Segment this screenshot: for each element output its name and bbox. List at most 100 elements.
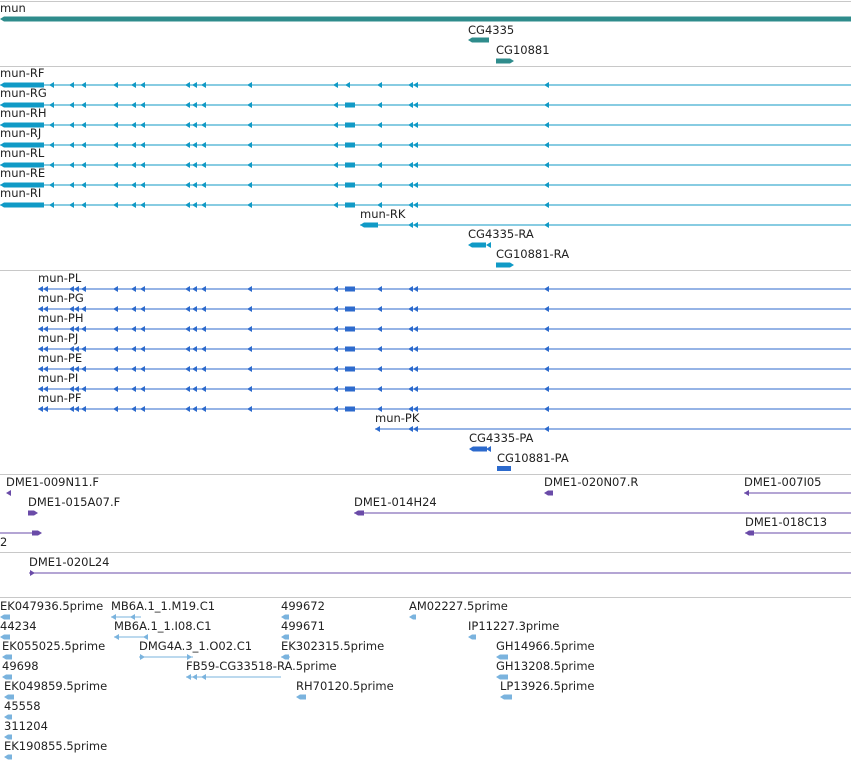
transcript-exon bbox=[247, 82, 252, 88]
transcript-exon bbox=[192, 122, 197, 128]
clone-end-glyph bbox=[6, 490, 11, 496]
protein-cds bbox=[345, 366, 355, 372]
transcript-exon bbox=[333, 162, 338, 168]
transcript-exon bbox=[0, 102, 44, 108]
est-glyph bbox=[0, 634, 10, 640]
est-label: EK302315.5prime bbox=[281, 639, 384, 653]
protein-cds bbox=[497, 466, 511, 471]
transcript-exon bbox=[113, 202, 118, 208]
transcript-exon bbox=[333, 182, 338, 188]
protein-cds bbox=[544, 366, 549, 372]
transcript-exon bbox=[377, 82, 382, 88]
gene-label: mun bbox=[0, 1, 26, 15]
protein-cds bbox=[81, 346, 86, 352]
protein-cds bbox=[544, 386, 549, 392]
transcript-exon bbox=[544, 222, 549, 228]
protein-cds bbox=[140, 386, 145, 392]
transcript-exon bbox=[81, 182, 86, 188]
protein-cds bbox=[43, 326, 48, 332]
transcript-exon bbox=[377, 142, 382, 148]
transcript-exon bbox=[333, 142, 338, 148]
protein-cds bbox=[140, 346, 145, 352]
transcript-exon bbox=[192, 82, 197, 88]
transcript-exon bbox=[192, 102, 197, 108]
protein-cds bbox=[377, 306, 382, 312]
est-track: EK047936.5prime 44234 EK055025.5prime 49698… bbox=[0, 599, 595, 760]
protein-cds bbox=[377, 406, 382, 412]
protein-cds bbox=[192, 366, 197, 372]
transcript-exon bbox=[0, 202, 44, 208]
transcript-exon bbox=[185, 182, 190, 188]
transcript-exon bbox=[201, 102, 206, 108]
protein-cds bbox=[43, 406, 48, 412]
est-glyph bbox=[201, 674, 206, 680]
protein-cds bbox=[38, 406, 43, 412]
transcript-exon bbox=[81, 162, 86, 168]
est-glyph bbox=[2, 654, 12, 660]
protein-label: mun-PG bbox=[38, 291, 84, 305]
transcript-label: mun-RE bbox=[0, 166, 45, 180]
transcript-exon bbox=[201, 122, 206, 128]
clone-end-glyph bbox=[744, 490, 749, 496]
transcript-label: mun-RG bbox=[0, 86, 47, 100]
est-glyph bbox=[4, 714, 12, 720]
gene-glyph bbox=[468, 37, 489, 43]
protein-cds bbox=[333, 286, 338, 292]
protein-cds bbox=[192, 406, 197, 412]
transcript-exon bbox=[185, 82, 190, 88]
transcript-label: mun-RI bbox=[0, 186, 41, 200]
protein-cds bbox=[345, 386, 355, 392]
protein-cds bbox=[38, 346, 43, 352]
protein-cds bbox=[131, 306, 136, 312]
transcript-exon bbox=[113, 162, 118, 168]
transcript-exon bbox=[81, 142, 86, 148]
protein-cds bbox=[140, 286, 145, 292]
protein-cds bbox=[192, 346, 197, 352]
protein-cds bbox=[185, 406, 190, 412]
est-label: MB6A.1_1.I08.C1 bbox=[114, 619, 212, 633]
protein-cds bbox=[333, 326, 338, 332]
est-label: EK049859.5prime bbox=[4, 679, 107, 693]
transcript-exon bbox=[377, 122, 382, 128]
est-label: EK047936.5prime bbox=[0, 599, 103, 613]
transcript-label: mun-RH bbox=[0, 106, 47, 120]
transcript-label: mun-RF bbox=[0, 66, 45, 80]
protein-cds bbox=[69, 406, 74, 412]
transcript-exon bbox=[408, 82, 413, 88]
protein-cds bbox=[185, 286, 190, 292]
est-label: GH14966.5prime bbox=[496, 639, 595, 653]
protein-cds bbox=[201, 366, 206, 372]
protein-cds bbox=[333, 406, 338, 412]
clone-end-glyph bbox=[354, 510, 364, 516]
transcript-exon bbox=[333, 102, 338, 108]
protein-cds bbox=[69, 286, 74, 292]
protein-cds bbox=[81, 386, 86, 392]
transcript-exon bbox=[0, 182, 44, 188]
transcript-exon bbox=[69, 182, 74, 188]
transcript-label: CG4335-RA bbox=[468, 227, 534, 241]
protein-label: mun-PL bbox=[38, 271, 82, 285]
protein-cds bbox=[113, 346, 118, 352]
protein-cds bbox=[408, 286, 413, 292]
protein-cds bbox=[113, 406, 118, 412]
protein-cds bbox=[185, 306, 190, 312]
protein-cds bbox=[74, 286, 79, 292]
transcript-exon bbox=[345, 102, 355, 108]
transcript-exon bbox=[408, 162, 413, 168]
est-glyph bbox=[114, 634, 119, 640]
transcript-exon bbox=[413, 202, 418, 208]
protein-cds bbox=[192, 386, 197, 392]
est-glyph bbox=[296, 694, 306, 700]
est-label: RH70120.5prime bbox=[296, 679, 394, 693]
protein-cds bbox=[74, 306, 79, 312]
transcript-exon bbox=[49, 122, 54, 128]
protein-track: mun-PL mun-PG mun-PH mun-PJ mun-PE mun-PI mun-… bbox=[38, 271, 851, 471]
est-label: 311204 bbox=[4, 719, 48, 733]
protein-cds bbox=[69, 346, 74, 352]
protein-label: mun-PI bbox=[38, 371, 78, 385]
transcript-exon bbox=[49, 142, 54, 148]
protein-cds bbox=[247, 286, 252, 292]
est-glyph bbox=[2, 674, 12, 680]
protein-cds bbox=[377, 366, 382, 372]
